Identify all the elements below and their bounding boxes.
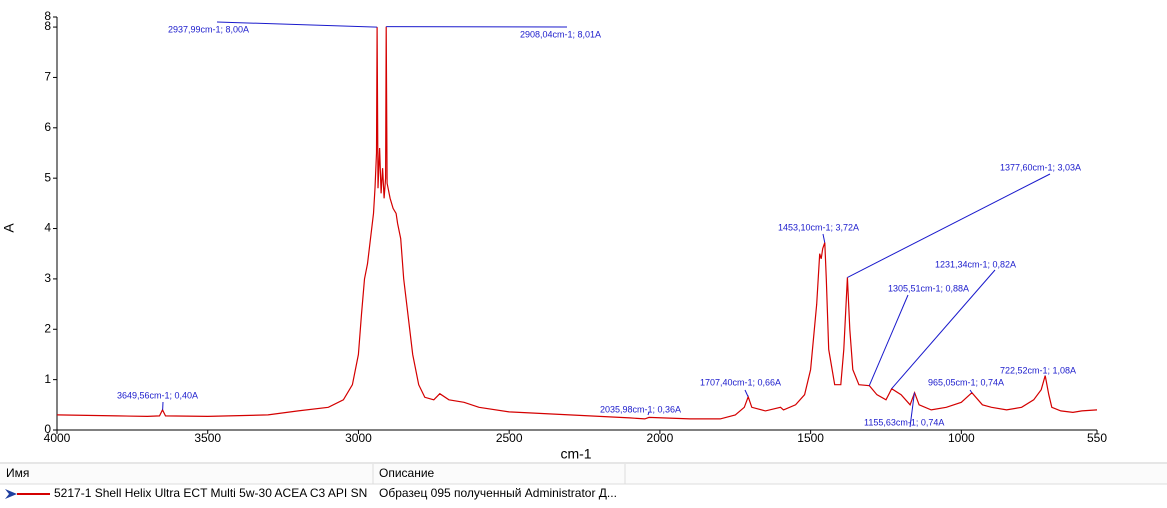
y-tick-label: 7	[44, 70, 51, 84]
annotation-label: 1305,51cm-1; 0,88A	[888, 283, 969, 293]
annotation-label: 2908,04cm-1; 8,01A	[520, 29, 601, 39]
annotation-label: 722,52cm-1; 1,08A	[1000, 365, 1076, 375]
row-description[interactable]: Образец 095 полученный Administrator Д..…	[379, 486, 617, 500]
row-name[interactable]: 5217-1 Shell Helix Ultra ECT Multi 5w-30…	[54, 486, 367, 500]
annotation-label: 965,05cm-1; 0,74A	[928, 377, 1004, 387]
y-tick-label: 4	[44, 221, 51, 235]
annotation-label: 1231,34cm-1; 0,82A	[935, 259, 1016, 269]
y-tick-label: 8	[44, 9, 51, 23]
y-tick-label: 6	[44, 120, 51, 134]
annotation-label: 1707,40cm-1; 0,66A	[700, 377, 781, 387]
y-tick-label: 5	[44, 170, 51, 184]
annotation-label: 2937,99cm-1; 8,00A	[168, 24, 249, 34]
column-header: Описание	[379, 466, 435, 480]
y-tick-label: 1	[44, 372, 51, 386]
y-tick-label: 3	[44, 271, 51, 285]
y-axis-label: A	[1, 223, 17, 233]
column-header: Имя	[6, 466, 29, 480]
x-axis-label: cm-1	[560, 446, 591, 462]
annotation-label: 3649,56cm-1; 0,40A	[117, 390, 198, 400]
annotation-label: 1377,60cm-1; 3,03A	[1000, 162, 1081, 172]
y-tick-label: 2	[44, 321, 51, 335]
annotation-label: 2035,98cm-1; 0,36A	[600, 404, 681, 414]
annotation-label: 1453,10cm-1; 3,72A	[778, 222, 859, 232]
table-header	[0, 464, 1167, 484]
annotation-label: 1155,63cm-1; 0,74A	[864, 417, 944, 427]
